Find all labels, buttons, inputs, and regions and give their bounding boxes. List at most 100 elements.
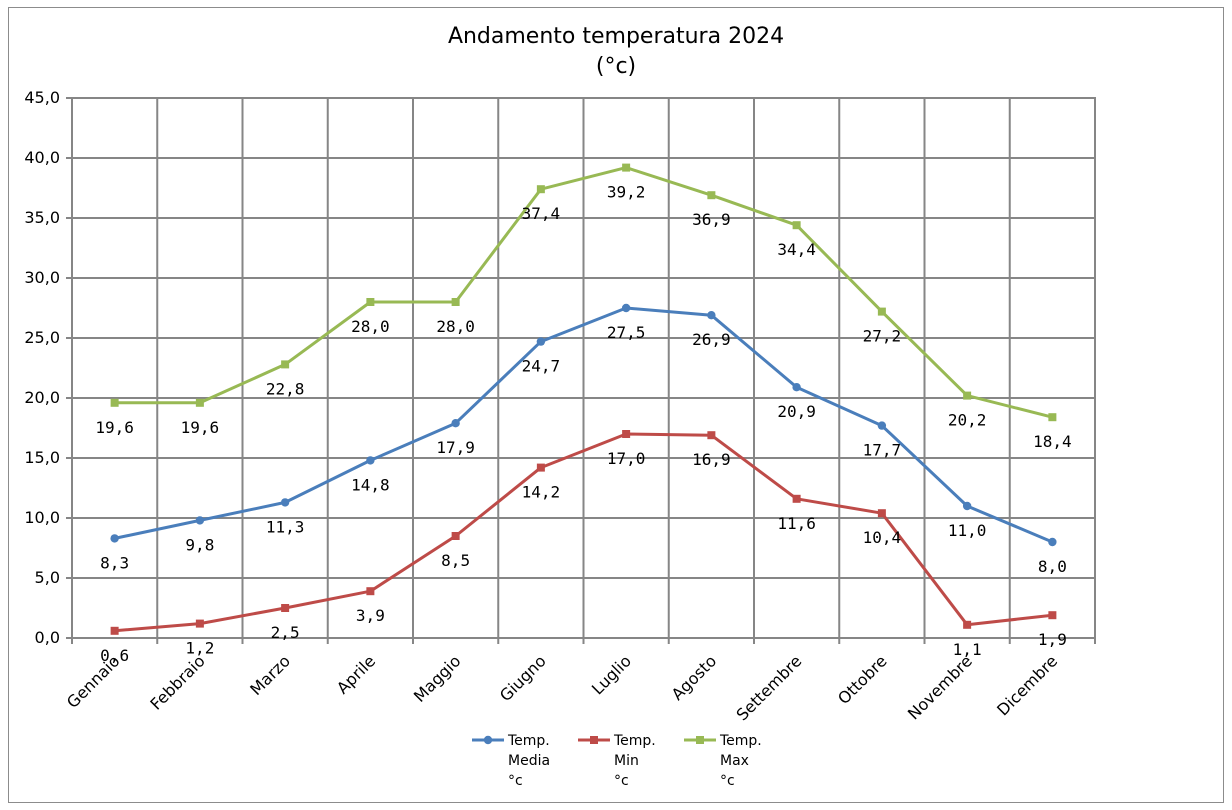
data-label-media: 9,8 <box>185 535 214 554</box>
legend-marker-min <box>590 736 598 744</box>
data-point-max <box>281 360 290 369</box>
data-label-max: 34,4 <box>777 240 816 259</box>
chart-title: Andamento temperatura 2024 (°c) <box>448 24 784 79</box>
data-point-media <box>792 383 801 392</box>
chart-title-line: Andamento temperatura 2024 <box>448 24 784 49</box>
data-point-min <box>451 532 460 540</box>
data-point-min <box>281 604 290 612</box>
legend-label-max: °c <box>720 773 735 789</box>
data-point-min <box>877 509 886 518</box>
data-point-min <box>110 626 119 635</box>
data-point-min <box>536 463 545 472</box>
data-labels: 8,3 9,8 11,3 14,8 17,9 24,7 27,5 26,9 20,9 17,7 11… <box>95 183 1071 665</box>
data-point-max <box>195 398 204 407</box>
x-category-label: Maggio <box>410 651 465 706</box>
data-point-max <box>707 191 716 200</box>
y-axis-ticks: 0,0 5,0 10,0 15,0 20,0 25,0 30,0 35,0 40,0 45,0 <box>24 88 60 647</box>
y-tick-label: 25,0 <box>24 328 60 347</box>
legend-marker-media <box>483 735 493 745</box>
x-category-label: Ottobre <box>834 651 891 708</box>
data-point-min <box>707 431 716 440</box>
data-label-min: 8,5 <box>441 551 470 570</box>
x-category-label: Luglio <box>588 651 635 698</box>
data-label-max: 37,4 <box>522 204 561 223</box>
legend-label-media: Temp. <box>507 733 550 749</box>
data-label-max: 22,8 <box>266 379 305 398</box>
data-label-max: 20,2 <box>948 411 987 430</box>
data-point-max <box>451 298 460 306</box>
data-label-max: 28,0 <box>436 317 475 336</box>
data-label-media: 11,0 <box>948 521 987 540</box>
chart-title-line: (°c) <box>596 54 636 79</box>
x-axis-categories: Gennaio Febbraio Marzo Aprile Maggio Giugno Lu… <box>63 651 1061 724</box>
data-point-media <box>1048 537 1057 547</box>
data-point-media <box>536 337 546 346</box>
data-label-media: 27,5 <box>607 323 646 342</box>
data-label-max: 27,2 <box>863 327 902 346</box>
data-label-media: 11,3 <box>266 517 305 536</box>
y-tick-label: 40,0 <box>24 148 60 167</box>
legend-label-max: Temp. <box>719 733 762 749</box>
data-point-max <box>792 221 801 230</box>
data-label-min: 0,6 <box>100 646 129 665</box>
x-category-label: Aprile <box>333 651 379 697</box>
y-tick-label: 20,0 <box>24 388 60 407</box>
data-label-media: 8,3 <box>100 553 129 572</box>
data-point-min <box>792 494 801 503</box>
x-category-label: Febbraio <box>146 651 208 713</box>
data-label-media: 24,7 <box>522 357 561 376</box>
data-point-max <box>110 398 119 407</box>
data-point-max <box>536 185 545 194</box>
data-point-max <box>366 298 375 306</box>
data-point-media <box>366 456 375 465</box>
data-label-min: 1,9 <box>1038 630 1067 649</box>
legend-marker-max <box>696 736 704 744</box>
series-line-min <box>114 432 1053 633</box>
data-label-max: 36,9 <box>692 210 731 229</box>
data-point-media <box>451 419 460 428</box>
data-label-min: 14,2 <box>522 483 561 502</box>
x-category-label: Dicembre <box>993 651 1061 719</box>
data-label-media: 26,9 <box>692 330 731 349</box>
series-lines <box>110 163 1057 635</box>
data-label-min: 16,9 <box>692 450 731 469</box>
x-category-label: Marzo <box>246 651 294 699</box>
data-point-max <box>877 307 886 316</box>
data-point-min <box>1048 611 1057 620</box>
data-point-media <box>621 303 631 313</box>
legend-label-max: Max <box>720 753 749 769</box>
data-point-media <box>110 534 119 543</box>
data-label-media: 14,8 <box>351 475 390 494</box>
data-label-min: 17,0 <box>607 449 646 468</box>
data-point-max <box>1048 413 1057 422</box>
y-tick-label: 30,0 <box>24 268 60 287</box>
y-tick-label: 5,0 <box>35 568 60 587</box>
data-label-min: 10,4 <box>863 528 902 547</box>
data-point-min <box>195 619 204 628</box>
data-point-min <box>366 587 375 596</box>
data-point-min <box>622 430 631 438</box>
data-label-min: 11,6 <box>777 514 816 533</box>
x-category-label: Settembre <box>732 651 805 724</box>
data-label-max: 28,0 <box>351 317 390 336</box>
data-label-media: 8,0 <box>1038 557 1067 576</box>
y-tick-label: 0,0 <box>35 628 60 647</box>
legend-label-media: °c <box>508 773 523 789</box>
data-label-media: 17,7 <box>863 441 902 460</box>
legend-label-min: Min <box>614 753 639 769</box>
chart-frame <box>8 7 1224 803</box>
x-category-label: Novembre <box>904 651 976 723</box>
legend: Temp. Media °c Temp. Min °c Temp. Max °c <box>472 733 762 789</box>
data-label-min: 1,1 <box>953 640 982 659</box>
data-label-max: 19,6 <box>95 418 134 437</box>
y-tick-label: 15,0 <box>24 448 60 467</box>
data-point-max <box>963 391 972 400</box>
series-line-max <box>114 166 1053 419</box>
y-tick-label: 10,0 <box>24 508 60 527</box>
legend-label-media: Media <box>508 753 550 769</box>
data-label-min: 2,5 <box>271 623 300 642</box>
legend-label-min: Temp. <box>613 733 656 749</box>
data-label-max: 19,6 <box>181 418 220 437</box>
data-point-media <box>877 421 887 430</box>
data-label-min: 1,2 <box>185 639 214 658</box>
